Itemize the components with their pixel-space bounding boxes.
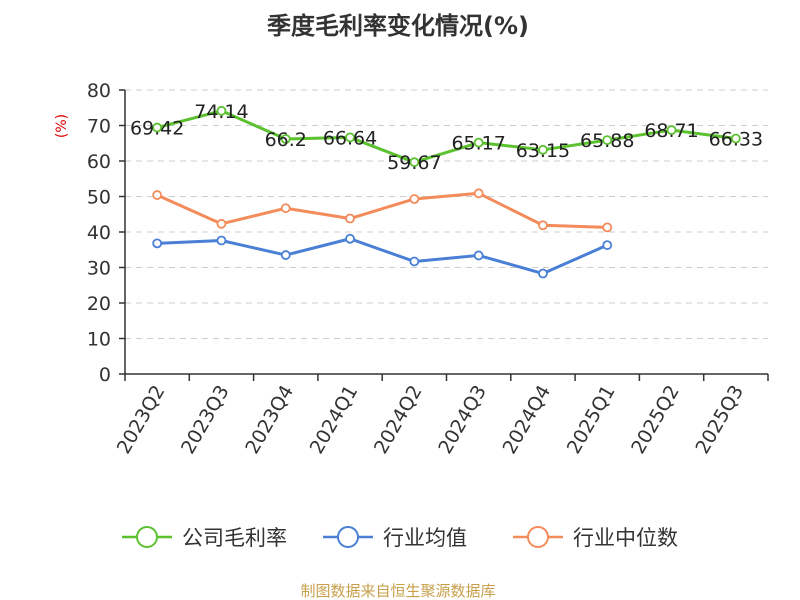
x-tick-label: 2024Q2 (370, 382, 427, 458)
data-labels: 69.42 74.14 66.2 66.64 59.67 65.17 63.15 65.88 6… (130, 101, 763, 174)
data-label: 66.33 (709, 129, 763, 151)
legend-label: 行业中位数 (573, 526, 678, 550)
data-label: 74.14 (194, 101, 248, 123)
legend-label: 公司毛利率 (182, 526, 287, 550)
data-point[interactable] (538, 220, 548, 231)
x-tick-label: 2023Q3 (177, 382, 234, 458)
data-point[interactable] (216, 105, 227, 116)
data-point[interactable] (409, 157, 420, 168)
x-tick-label: 2024Q3 (434, 382, 491, 458)
legend-swatch-marker (136, 526, 158, 548)
data-label: 59.67 (387, 152, 441, 174)
y-tick-label: 60 (87, 151, 111, 173)
data-point[interactable] (602, 240, 613, 251)
x-tick-label: 2025Q2 (627, 382, 684, 458)
data-label: 66.64 (323, 127, 377, 149)
legend-item[interactable]: 行业中位数 (513, 526, 678, 550)
y-tick-label: 80 (87, 80, 111, 102)
data-point[interactable] (280, 134, 291, 144)
data-label: 65.17 (451, 133, 505, 155)
data-label: 68.71 (644, 120, 698, 142)
y-tick-label: 50 (87, 187, 111, 209)
y-tick-label: 40 (87, 222, 111, 244)
x-tick-label: 2025Q3 (691, 382, 748, 458)
legend-label: 行业均值 (383, 526, 467, 550)
chart-title: 季度毛利率变化情况(%) (267, 12, 529, 40)
data-point[interactable] (538, 144, 548, 155)
y-tick-label: 70 (87, 116, 111, 138)
data-point[interactable] (473, 188, 484, 199)
data-point[interactable] (730, 133, 741, 144)
legend-item[interactable]: 行业均值 (323, 526, 467, 550)
series-line (157, 237, 608, 276)
legend-swatch-marker (527, 526, 549, 548)
y-tick-label: 30 (87, 258, 111, 280)
data-label: 69.42 (130, 118, 184, 140)
data-point[interactable] (345, 132, 355, 143)
data-point[interactable] (216, 235, 227, 246)
data-point[interactable] (345, 213, 355, 224)
data-point[interactable] (216, 218, 227, 229)
series-line (156, 109, 737, 164)
data-point[interactable] (538, 268, 548, 279)
data-point[interactable] (280, 250, 291, 260)
data-point[interactable] (409, 194, 420, 204)
x-tick-label: 2023Q2 (113, 382, 170, 458)
x-tick-label: 2023Q4 (241, 382, 298, 458)
data-point[interactable] (602, 222, 613, 233)
data-point[interactable] (602, 135, 613, 146)
x-tick-label: 2025Q1 (563, 382, 620, 458)
data-point[interactable] (409, 256, 420, 267)
series-line (156, 191, 608, 229)
source-note: 制图数据来自恒生聚源数据库 (300, 582, 495, 600)
data-point[interactable] (152, 122, 163, 133)
y-tick-label: 0 (99, 364, 111, 386)
y-tick-label: 20 (87, 293, 111, 315)
x-tick-label: 2024Q4 (499, 382, 556, 458)
legend-swatch-marker (337, 526, 359, 548)
data-label: 63.15 (516, 140, 570, 162)
y-tick-label: 10 (87, 329, 111, 351)
legend[interactable]: 公司毛利率 行业均值 行业中位数 (122, 526, 678, 550)
series-layer (152, 105, 741, 279)
data-label: 66.2 (265, 129, 307, 151)
data-point[interactable] (473, 137, 484, 148)
data-label: 65.88 (580, 130, 634, 152)
legend-item[interactable]: 公司毛利率 (122, 526, 287, 550)
x-tick-label: 2024Q1 (306, 382, 363, 458)
data-point[interactable] (152, 238, 163, 249)
data-point[interactable] (152, 190, 163, 200)
data-point[interactable] (280, 203, 291, 214)
data-point[interactable] (666, 125, 677, 135)
data-point[interactable] (345, 233, 355, 244)
y-axis-label: (%) (54, 114, 70, 138)
data-point[interactable] (473, 250, 484, 261)
